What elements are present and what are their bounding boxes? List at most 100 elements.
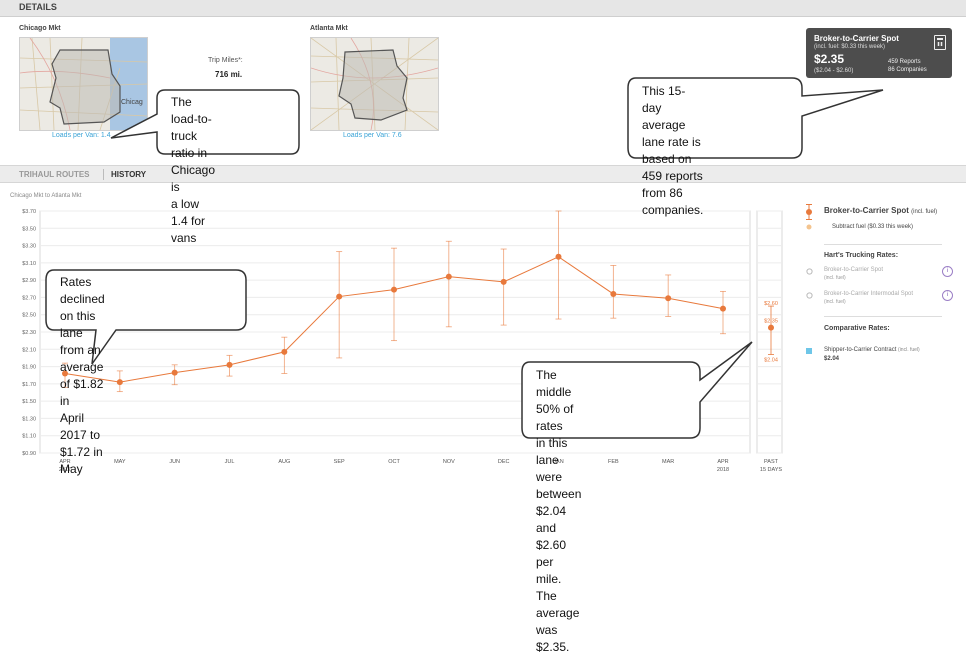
y-tick-label: $2.30	[22, 330, 36, 336]
y-tick-label: $1.70	[22, 382, 36, 388]
details-header: DETAILS	[0, 0, 966, 17]
spot-card-reports: 459 Reports	[888, 59, 921, 65]
past-low-label: $2.04	[764, 357, 778, 363]
past-data-point	[768, 324, 774, 331]
origin-loads-per-van[interactable]: Loads per Van: 1.4	[52, 132, 111, 139]
data-point	[226, 361, 233, 368]
past-high-label: $2.60	[764, 301, 778, 307]
origin-map[interactable]: Chicag	[19, 37, 148, 131]
y-tick-label: $1.10	[22, 434, 36, 440]
x-tick-label: APR	[59, 459, 70, 465]
tab-bar: TRIHAUL ROUTES HISTORY	[0, 165, 966, 183]
callout-average-rate-line: companies.	[642, 203, 704, 217]
legend-contract-marker	[806, 348, 812, 354]
legend-harts-intermodal[interactable]: Broker-to-Carrier Intermodal Spot	[824, 291, 914, 297]
chart-caption: Chicago Mkt to Atlanta Mkt	[10, 193, 82, 199]
legend-contract-suffix: (incl. fuel)	[898, 347, 920, 353]
legend-harts-intermodal-sub: (incl. fuel)	[824, 299, 846, 305]
y-tick-label: $2.10	[22, 347, 36, 353]
data-point	[665, 295, 672, 302]
y-tick-label: $2.90	[22, 278, 36, 284]
callout-average-rate-line: lane rate is based on	[642, 135, 701, 166]
data-point	[555, 253, 562, 260]
spot-rate-card[interactable]: Broker-to-Carrier Spot (incl. fuel: $0.3…	[806, 28, 952, 78]
tab-divider	[103, 169, 104, 180]
legend-harts-heading: Hart's Trucking Rates:	[824, 252, 899, 259]
legend-spot-suffix: (incl. fuel)	[911, 209, 938, 215]
callout-average-rate-line: 459 reports from 86	[642, 169, 703, 200]
legend-contract-label: Shipper-to-Carrier Contract	[824, 347, 897, 353]
x-tick-label: DEC	[498, 459, 510, 465]
details-label: DETAILS	[19, 2, 57, 12]
legend-contract-value: $2.04	[824, 356, 840, 362]
data-point	[500, 278, 507, 285]
spot-card-companies: 86 Companies	[888, 67, 927, 73]
data-point	[610, 290, 617, 297]
x-tick-label: AUG	[278, 459, 290, 465]
callout-load-ratio-line: a low 1.4 for vans	[171, 197, 206, 245]
legend-spot-item[interactable]: Broker-to-Carrier Spot (incl. fuel)	[824, 206, 937, 215]
spot-card-range: ($2.04 - $2.60)	[814, 68, 854, 74]
callout-middle-range-line: The middle 50% of rates	[536, 368, 574, 433]
data-point	[445, 273, 452, 280]
x-tick-label: FEB	[608, 459, 619, 465]
x-tick-sublabel: 2018	[717, 467, 729, 473]
chart-legend: Broker-to-Carrier Spot (incl. fuel) Subt…	[790, 196, 966, 478]
legend-contract-item[interactable]: Shipper-to-Carrier Contract (incl. fuel)	[824, 347, 920, 353]
tab-trihaul-routes[interactable]: TRIHAUL ROUTES	[19, 170, 90, 179]
past-15-days-sublabel: 15 DAYS	[760, 467, 783, 473]
past-15-days-label: PAST	[764, 459, 779, 465]
data-point	[391, 286, 397, 293]
x-tick-label: JUN	[169, 459, 180, 465]
y-tick-label: $3.10	[22, 261, 36, 267]
spot-card-rate: $2.35	[814, 52, 845, 66]
y-tick-label: $1.90	[22, 365, 36, 371]
info-icon[interactable]: i	[942, 266, 953, 277]
callout-decline-line: from an average of $1.82 in	[60, 343, 104, 408]
y-tick-label: $3.30	[22, 244, 36, 250]
legend-harts-intermodal-marker	[806, 292, 813, 299]
calculator-icon[interactable]	[934, 35, 946, 50]
callout-load-ratio-line: The load-to-truck	[171, 95, 212, 143]
y-tick-label: $1.30	[22, 416, 36, 422]
callout-decline-line: Rates declined on this lane	[60, 275, 105, 340]
callout-decline-line: April 2017 to $1.72 in May	[60, 411, 103, 476]
origin-market-label: Chicago Mkt	[19, 25, 61, 32]
x-tick-label: MAY	[114, 459, 126, 465]
legend-subtract-fuel[interactable]: Subtract fuel ($0.33 this week)	[832, 224, 914, 230]
origin-map-city-label: Chicag	[121, 99, 143, 106]
x-tick-label: MAR	[662, 459, 674, 465]
legend-divider	[824, 316, 942, 317]
callout-average-rate-line: This 15-day average	[642, 84, 686, 132]
info-icon[interactable]: i	[942, 290, 953, 301]
destination-market-label: Atlanta Mkt	[310, 25, 348, 32]
legend-harts-spot[interactable]: Broker-to-Carrier Spot	[824, 267, 884, 273]
destination-map[interactable]	[310, 37, 439, 131]
x-tick-label: APR	[717, 459, 728, 465]
x-tick-label: SEP	[334, 459, 345, 465]
spot-card-fuel-note: (incl. fuel: $0.33 this week)	[814, 44, 886, 50]
tab-history[interactable]: HISTORY	[111, 170, 147, 179]
callout-load-ratio-line: ratio in Chicago is	[171, 146, 216, 194]
data-point	[62, 370, 68, 377]
x-tick-label: NOV	[443, 459, 455, 465]
legend-harts-spot-sub: (incl. fuel)	[824, 275, 846, 281]
data-point	[281, 348, 288, 355]
data-point	[720, 305, 726, 312]
legend-spot-label: Broker-to-Carrier Spot	[824, 206, 909, 215]
x-tick-label: JUL	[225, 459, 235, 465]
data-point	[336, 293, 343, 300]
y-tick-label: $3.70	[22, 209, 36, 215]
data-point	[171, 369, 178, 376]
callout-middle-range-line: $2.04 and $2.60 per mile.	[536, 504, 567, 586]
callout-middle-range-line: The average was $2.35.	[536, 589, 580, 654]
y-tick-label: $2.70	[22, 295, 36, 301]
legend-comparative-heading: Comparative Rates:	[824, 325, 890, 332]
legend-spot-marker	[806, 204, 812, 220]
trip-miles-value: 716 mi.	[215, 70, 243, 79]
destination-loads-per-van[interactable]: Loads per Van: 7.6	[343, 132, 402, 139]
y-tick-label: $1.50	[22, 399, 36, 405]
callout-middle-range-line: in this lane were between	[536, 436, 582, 501]
legend-divider	[824, 244, 942, 245]
spot-card-title: Broker-to-Carrier Spot	[814, 34, 899, 43]
